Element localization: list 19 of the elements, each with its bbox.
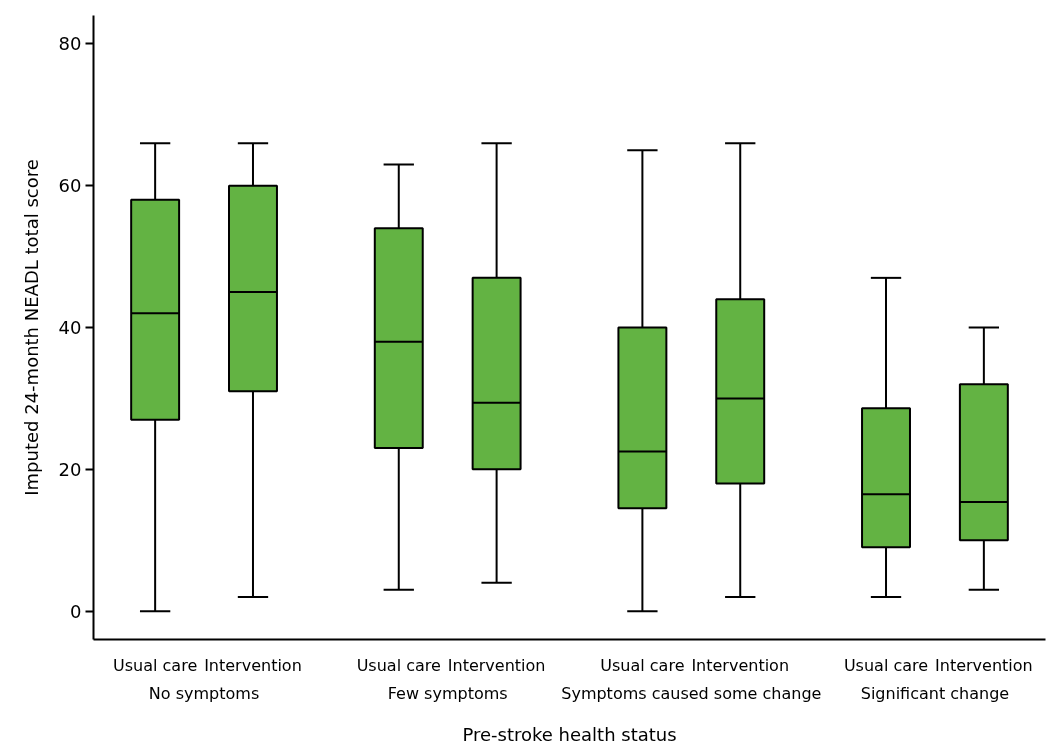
x-tick-label: Usual care <box>356 655 441 675</box>
y-tick-label: 0 <box>70 600 82 622</box>
y-axis-title: Imputed 24-month NEADL total score <box>20 159 42 496</box>
x-tick-label: Intervention <box>204 655 302 675</box>
x-tick-label: Usual care <box>843 655 929 675</box>
x-tick-label: Usual care <box>113 655 198 675</box>
y-tick-label: 60 <box>58 175 82 197</box>
x-tick-label: Usual care <box>600 655 685 675</box>
x-tick-label: Intervention <box>447 655 546 675</box>
x-tick-label: Intervention <box>935 655 1033 675</box>
text: Significant change <box>860 683 1010 703</box>
x-axis-title: Pre-stroke health status <box>462 723 677 745</box>
x-tick-label: Intervention <box>691 655 790 675</box>
y-tick-label: 20 <box>58 458 82 480</box>
text: No symptoms <box>148 683 260 703</box>
y-tick-label: 40 <box>58 317 82 338</box>
text: Symptoms caused some change <box>561 683 822 703</box>
text: Few symptoms <box>387 683 508 703</box>
y-tick-label: 80 <box>58 33 82 55</box>
